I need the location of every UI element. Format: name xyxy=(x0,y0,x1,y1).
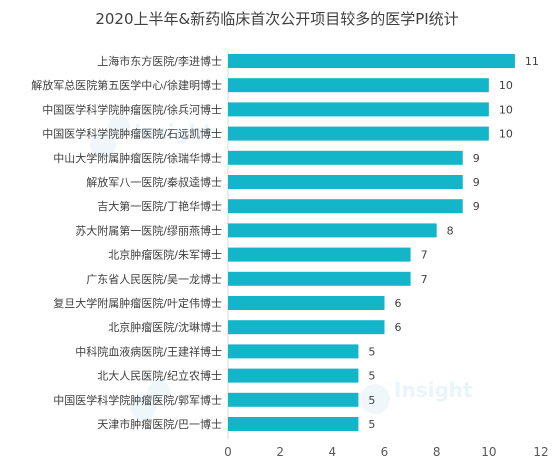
bar xyxy=(228,296,385,310)
bar xyxy=(228,126,489,141)
category-label: 中国医学科学院肿瘤医院/徐兵河博士 xyxy=(42,102,222,116)
data-label: 9 xyxy=(473,200,480,213)
data-label: 9 xyxy=(473,176,480,189)
bar xyxy=(228,320,385,335)
bar xyxy=(228,271,411,286)
category-label: 广东省人民医院/吴一龙博士 xyxy=(86,272,222,286)
watermark-logo: Insight xyxy=(360,372,520,432)
category-label: 解放军八一医院/秦叔逵博士 xyxy=(86,175,222,189)
bar xyxy=(228,392,359,407)
watermark-logo: Insight xyxy=(90,112,230,172)
x-tick-label: 6 xyxy=(381,445,389,459)
data-label: 6 xyxy=(395,321,402,334)
bar xyxy=(228,223,437,238)
category-label: 中国医学科学院肿瘤医院/郭军博士 xyxy=(53,393,222,407)
bar xyxy=(228,368,359,383)
watermark-logo xyxy=(130,380,270,440)
bar xyxy=(228,417,359,431)
category-label: 北京肿瘤医院/朱军博士 xyxy=(108,248,222,262)
category-label: 上海市东方医院/李进博士 xyxy=(97,54,222,68)
x-tick-label: 12 xyxy=(533,445,548,459)
x-tick-label: 4 xyxy=(329,445,337,459)
x-tick-label: 0 xyxy=(224,445,232,459)
category-label: 复旦大学附属肿瘤医院/叶定伟博士 xyxy=(53,296,222,310)
category-label: 北京肿瘤医院/沈琳博士 xyxy=(108,320,222,334)
data-label: 6 xyxy=(395,297,402,310)
chart-title: 2020上半年&新药临床首次公开项目较多的医学PI统计 xyxy=(95,10,459,28)
data-label: 11 xyxy=(525,55,539,68)
category-label: 天津市肿瘤医院/巴一博士 xyxy=(97,417,222,431)
data-label: 5 xyxy=(368,418,375,431)
data-label: 9 xyxy=(473,152,480,165)
bar xyxy=(228,78,489,93)
data-label: 7 xyxy=(421,249,428,262)
bar xyxy=(228,150,463,165)
bar xyxy=(228,199,463,214)
data-label: 5 xyxy=(368,370,375,383)
category-label: 解放军总医院第五医学中心/徐建明博士 xyxy=(31,78,222,92)
bar xyxy=(228,247,411,262)
data-label: 7 xyxy=(421,273,428,286)
category-label: 中科院血液病医院/王建祥博士 xyxy=(75,344,222,358)
data-label: 8 xyxy=(447,224,454,237)
data-label: 10 xyxy=(499,103,513,116)
bar xyxy=(228,54,515,68)
category-label: 中国医学科学院肿瘤医院/石远凯博士 xyxy=(42,127,222,141)
x-tick-label: 10 xyxy=(481,445,496,459)
category-label: 吉大第一医院/丁艳华博士 xyxy=(97,199,222,213)
data-label: 5 xyxy=(368,394,375,407)
category-label: 中山大学附属肿瘤医院/徐瑞华博士 xyxy=(53,151,222,165)
category-label: 苏大附属第一医院/缪丽燕博士 xyxy=(75,223,222,237)
data-label: 10 xyxy=(499,128,513,141)
x-tick-label: 8 xyxy=(433,445,441,459)
bar xyxy=(228,344,359,359)
category-label: 北大人民医院/纪立农博士 xyxy=(97,369,222,383)
bar xyxy=(228,102,489,117)
bar xyxy=(228,175,463,189)
x-tick-label: 2 xyxy=(276,445,284,459)
data-label: 10 xyxy=(499,79,513,92)
data-label: 5 xyxy=(368,345,375,358)
